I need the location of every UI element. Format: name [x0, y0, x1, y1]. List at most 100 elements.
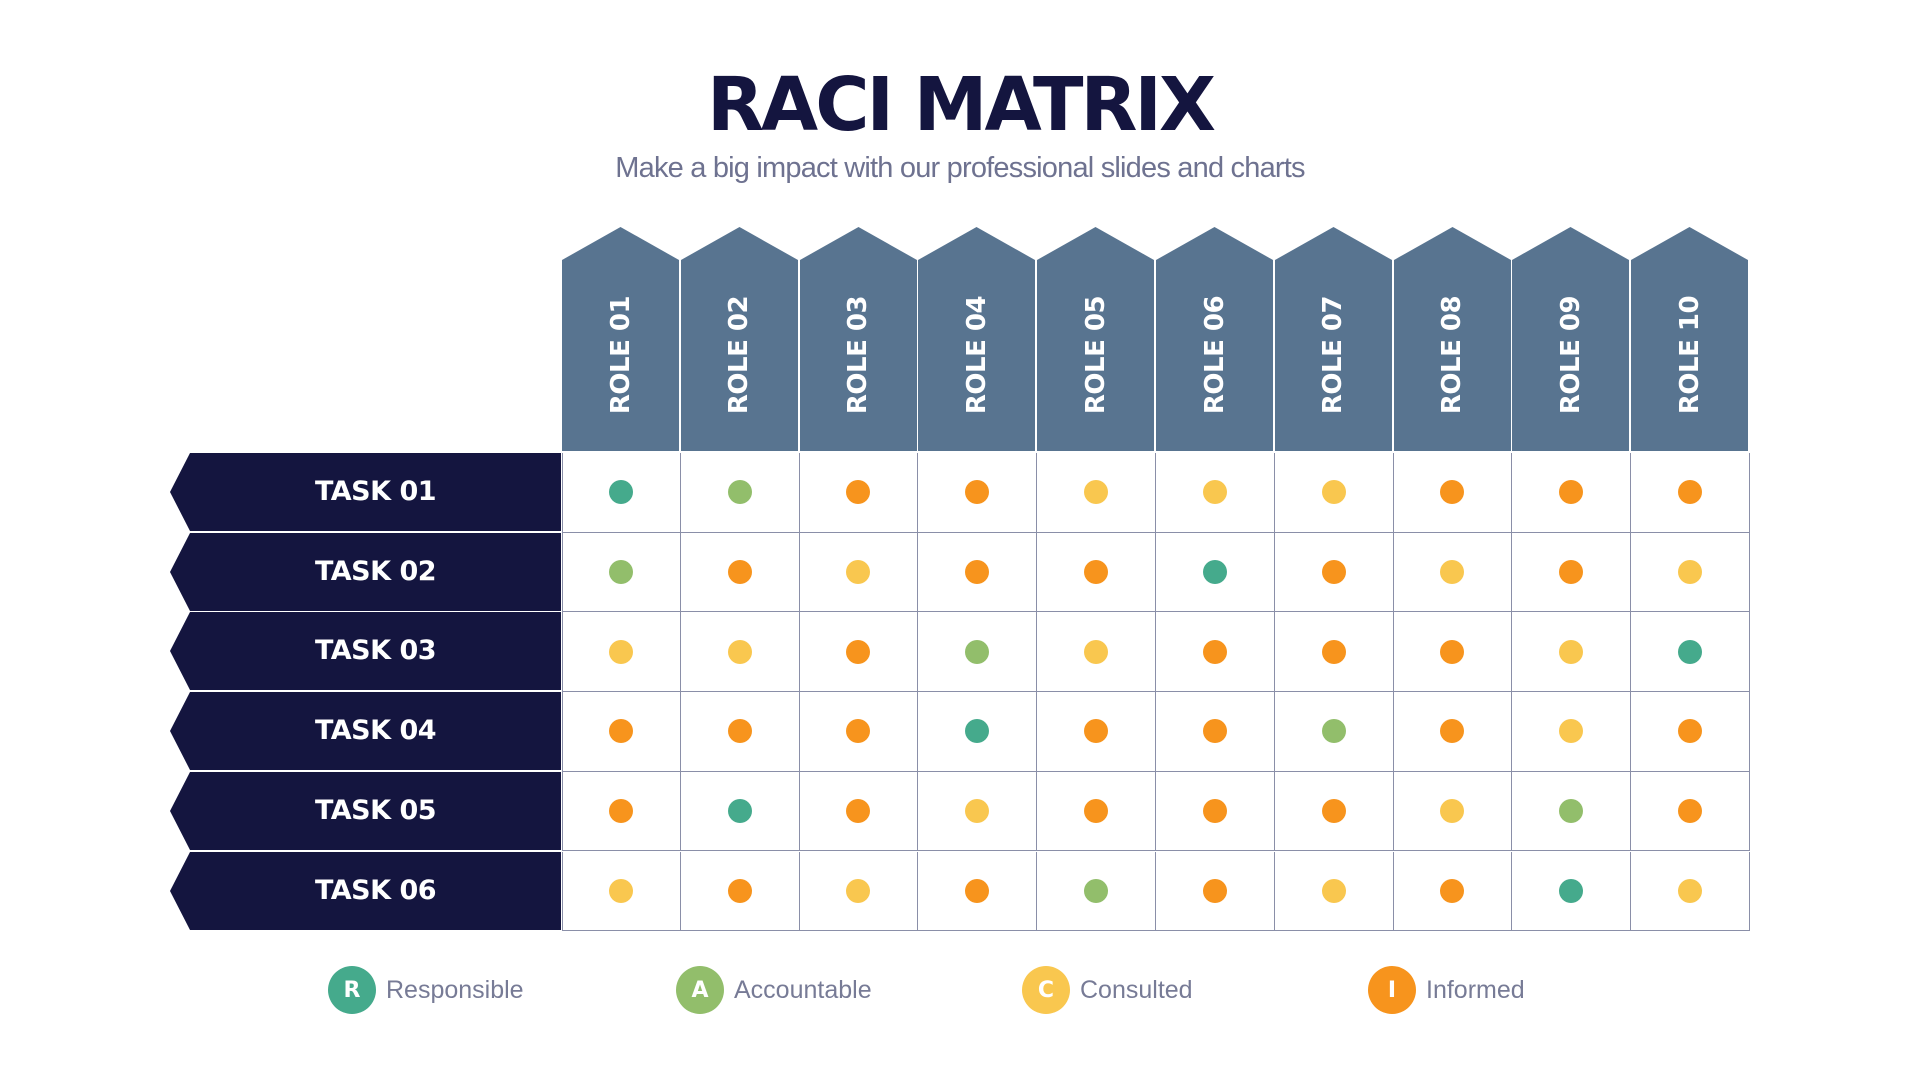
matrix-cell	[1037, 771, 1156, 852]
raci-dot-A	[1084, 878, 1109, 903]
role-label: ROLE 04	[961, 295, 992, 415]
matrix-cell	[562, 453, 681, 533]
raci-dot-I	[1678, 799, 1703, 824]
matrix-cell	[799, 692, 919, 772]
raci-dot-C	[1202, 480, 1227, 505]
raci-dot-I	[1678, 480, 1703, 505]
role-label: ROLE 01	[605, 295, 636, 415]
matrix-cell	[680, 692, 800, 772]
raci-dot-I	[1084, 799, 1109, 824]
raci-dot-R	[1678, 639, 1703, 664]
matrix-cell	[918, 771, 1038, 852]
role-header: ROLE 02	[680, 227, 798, 451]
role-label: ROLE 05	[1080, 295, 1111, 415]
raci-dot-A	[965, 639, 990, 664]
raci-dot-R	[609, 480, 634, 505]
matrix-cell	[918, 453, 1038, 533]
role-header: ROLE 01	[562, 227, 679, 451]
legend-item: R Responsible	[328, 965, 524, 1015]
task-label-row: TASK 02	[170, 532, 561, 611]
raci-dot-I	[1440, 719, 1465, 744]
legend-badge: A	[676, 966, 724, 1014]
task-label: TASK 02	[314, 555, 437, 587]
matrix-cell	[562, 612, 681, 693]
matrix-cell	[799, 453, 919, 533]
matrix-cell	[680, 771, 800, 852]
task-label: TASK 03	[314, 635, 437, 667]
role-header: ROLE 08	[1393, 227, 1511, 451]
raci-dot-C	[1440, 799, 1465, 824]
raci-dot-I	[1678, 719, 1703, 744]
raci-dot-I	[1440, 480, 1465, 505]
raci-dot-I	[1202, 639, 1227, 664]
raci-dot-A	[1559, 799, 1584, 824]
matrix-cell	[799, 851, 919, 932]
raci-dot-C	[1084, 480, 1109, 505]
task-label: TASK 01	[314, 476, 437, 507]
matrix-cell	[1274, 771, 1394, 852]
matrix-cell	[1156, 453, 1275, 533]
raci-dot-I	[1084, 560, 1109, 585]
role-header: ROLE 07	[1274, 227, 1392, 451]
role-header: ROLE 05	[1037, 227, 1155, 451]
raci-dot-A	[1321, 719, 1346, 744]
role-header: ROLE 03	[799, 227, 917, 451]
raci-dot-I	[846, 719, 871, 744]
task-label-row: TASK 04	[170, 692, 561, 771]
role-label: ROLE 03	[843, 295, 874, 415]
matrix-cell	[562, 532, 681, 613]
matrix-cell	[1393, 851, 1513, 932]
matrix-cell	[680, 851, 800, 932]
raci-dot-I	[1202, 719, 1227, 744]
matrix-cell	[1274, 532, 1394, 613]
role-header: ROLE 09	[1512, 227, 1630, 451]
raci-dot-I	[1321, 799, 1346, 824]
raci-dot-I	[965, 480, 990, 505]
matrix-cell	[1156, 851, 1275, 932]
legend-label: Consulted	[1080, 975, 1193, 1004]
raci-dot-C	[1084, 639, 1109, 664]
matrix-cell	[1037, 692, 1156, 772]
raci-dot-R	[1202, 560, 1227, 585]
raci-dot-I	[609, 799, 634, 824]
matrix-cell	[918, 851, 1038, 932]
matrix-cell	[1393, 692, 1513, 772]
legend-badge: R	[328, 966, 376, 1014]
matrix-cell	[1393, 532, 1513, 613]
matrix-cell	[1631, 532, 1750, 613]
raci-dot-C	[1559, 719, 1584, 744]
task-label-row: TASK 01	[170, 453, 561, 531]
raci-dot-A	[727, 480, 752, 505]
matrix-cell	[918, 692, 1038, 772]
task-label: TASK 05	[314, 794, 437, 826]
raci-dot-C	[609, 639, 634, 664]
role-label: ROLE 08	[1437, 295, 1468, 415]
legend-badge: I	[1368, 966, 1416, 1014]
raci-dot-I	[1202, 799, 1227, 824]
matrix-cell	[1512, 771, 1632, 852]
raci-dot-C	[1440, 560, 1465, 585]
raci-dot-C	[1321, 480, 1346, 505]
raci-dot-C	[965, 799, 990, 824]
matrix-cell	[1156, 692, 1275, 772]
matrix-cell	[680, 453, 800, 533]
matrix-cell	[1274, 692, 1394, 772]
page-title: RACI MATRIX	[706, 62, 1216, 148]
matrix-cell	[1512, 851, 1632, 932]
page-subtitle: Make a big impact with our professional …	[615, 152, 1305, 184]
raci-dot-C	[1321, 878, 1346, 903]
task-label: TASK 06	[314, 874, 437, 906]
legend-badge: C	[1022, 966, 1070, 1014]
raci-dot-C	[846, 560, 871, 585]
raci-dot-C	[846, 878, 871, 903]
matrix-cell	[1631, 453, 1750, 533]
raci-dot-I	[965, 560, 990, 585]
matrix-cell	[1512, 532, 1632, 613]
raci-dot-I	[1559, 480, 1584, 505]
raci-dot-I	[1440, 639, 1465, 664]
matrix-cell	[1631, 612, 1750, 693]
matrix-cell	[1156, 532, 1275, 613]
matrix-cell	[1274, 612, 1394, 693]
role-label: ROLE 07	[1318, 295, 1349, 415]
raci-dot-I	[1321, 639, 1346, 664]
